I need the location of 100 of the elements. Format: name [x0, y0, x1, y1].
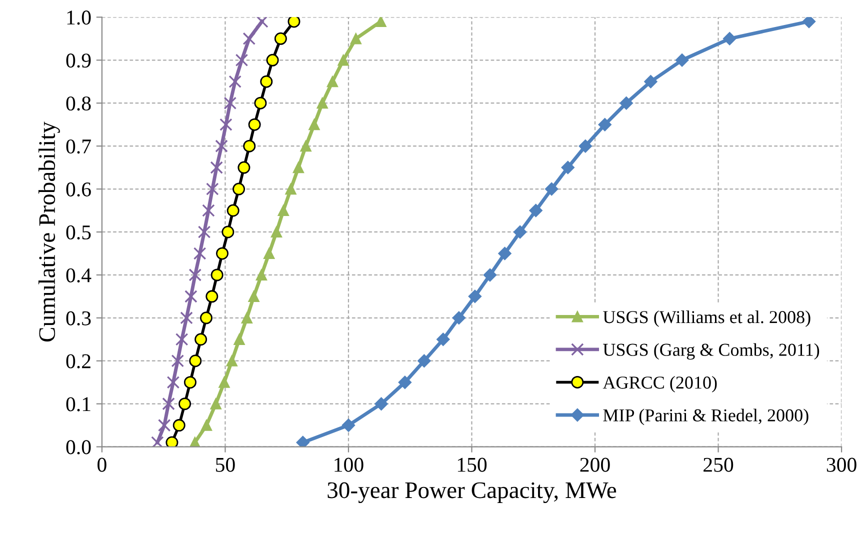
point — [172, 419, 186, 432]
point — [226, 355, 238, 366]
point — [374, 397, 388, 410]
legend-label: USGS (Garg & Combs, 2011) — [603, 343, 820, 360]
y-tick-label: 0.1 — [66, 397, 90, 412]
point — [274, 32, 287, 45]
point — [206, 182, 219, 196]
point — [375, 17, 386, 28]
point — [210, 268, 224, 282]
point — [184, 290, 198, 303]
point — [498, 246, 512, 260]
y-tick-label: 0.6 — [66, 182, 91, 197]
x-tick-label: 300 — [826, 458, 856, 472]
point — [285, 183, 296, 195]
point — [529, 204, 542, 218]
point — [166, 376, 180, 389]
point — [802, 17, 816, 28]
point — [224, 96, 237, 110]
point — [308, 119, 320, 130]
point — [545, 182, 558, 196]
point — [178, 398, 192, 410]
point — [200, 312, 212, 324]
point — [256, 269, 268, 280]
y-tick-label: 0.4 — [66, 268, 92, 282]
point — [220, 118, 232, 131]
point — [193, 247, 206, 260]
point — [158, 418, 171, 432]
point — [260, 75, 273, 88]
y-tick-label: 0.9 — [66, 54, 91, 68]
point — [398, 376, 412, 389]
point — [578, 139, 592, 153]
legend-label: MIP (Parini & Riedel, 2000) — [603, 408, 808, 426]
y-tick-label: 1.0 — [67, 10, 91, 25]
point — [723, 32, 736, 46]
x-tick-label: 0 — [98, 458, 106, 472]
point — [198, 226, 211, 238]
point — [216, 247, 229, 260]
point — [338, 54, 349, 66]
point — [350, 33, 362, 44]
x-axis-title: 30-year Power Capacity, MWe — [328, 482, 616, 504]
point — [296, 436, 310, 447]
point — [226, 204, 240, 217]
point — [189, 354, 202, 368]
legend-label: USGS (Williams et al. 2008) — [603, 310, 810, 327]
point — [278, 204, 289, 216]
point — [206, 290, 218, 303]
point — [238, 161, 250, 174]
y-tick-label: 0.7 — [66, 139, 91, 154]
point — [202, 204, 215, 217]
point — [228, 75, 242, 88]
point — [288, 17, 300, 28]
point — [483, 268, 497, 282]
point — [194, 333, 208, 346]
point — [248, 290, 260, 302]
point — [300, 140, 312, 152]
point — [266, 54, 279, 66]
point — [162, 397, 175, 410]
point — [248, 118, 261, 131]
point — [175, 332, 188, 346]
y-tick-label: 0.0 — [66, 440, 91, 454]
point — [620, 96, 633, 110]
point — [166, 436, 178, 447]
point — [241, 312, 252, 324]
x-tick-label: 50 — [216, 458, 235, 472]
point — [210, 161, 223, 174]
point — [270, 226, 282, 238]
point — [561, 160, 574, 174]
point — [254, 96, 267, 110]
point — [644, 75, 658, 88]
point — [342, 418, 356, 432]
point — [316, 98, 328, 109]
y-tick-label: 0.2 — [66, 354, 90, 368]
y-axis-title: Cumulative Probability — [38, 122, 60, 342]
point — [418, 354, 431, 368]
point — [598, 118, 612, 132]
legend-label: AGRCC (2010) — [602, 376, 717, 392]
x-tick-label: 250 — [704, 458, 734, 472]
point — [234, 334, 245, 345]
point — [452, 311, 466, 324]
x-tick-label: 150 — [458, 458, 487, 472]
point — [184, 376, 196, 389]
point — [222, 226, 234, 238]
point — [436, 332, 450, 346]
point — [218, 376, 230, 388]
point — [675, 54, 689, 67]
x-tick-label: 200 — [580, 458, 610, 472]
point — [243, 140, 256, 152]
point — [264, 248, 275, 260]
point — [188, 268, 202, 282]
point — [326, 76, 338, 88]
point — [242, 32, 256, 46]
point — [151, 436, 164, 447]
point — [513, 225, 527, 239]
point — [292, 162, 304, 174]
point — [235, 54, 248, 67]
point — [215, 140, 228, 152]
y-tick-label: 0.8 — [66, 96, 91, 111]
point — [171, 354, 184, 368]
point — [256, 17, 268, 28]
y-tick-label: 0.3 — [66, 311, 91, 326]
